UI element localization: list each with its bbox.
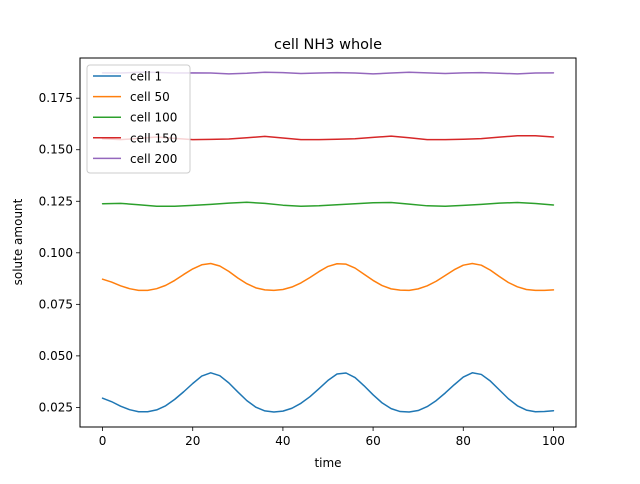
legend-label-3: cell 100 bbox=[130, 111, 177, 125]
x-tick-label: 40 bbox=[275, 434, 290, 448]
x-tick-label: 100 bbox=[542, 434, 565, 448]
y-tick-label: 0.150 bbox=[39, 143, 73, 157]
x-tick-label: 20 bbox=[185, 434, 200, 448]
legend-box bbox=[86, 64, 191, 174]
legend-label-5: cell 200 bbox=[130, 152, 177, 166]
x-axis-ticks: 0 20 40 60 80 100 bbox=[99, 427, 565, 448]
y-tick-label: 0.075 bbox=[39, 297, 73, 311]
y-tick-label: 0.025 bbox=[39, 400, 73, 414]
series-line-2 bbox=[101, 262, 555, 292]
legend-label-4: cell 150 bbox=[130, 131, 177, 145]
y-axis-label: solute amount bbox=[11, 198, 25, 285]
x-axis-label: time bbox=[314, 456, 341, 470]
chart-title: cell NH3 whole bbox=[274, 37, 382, 53]
x-tick-label: 80 bbox=[456, 434, 471, 448]
series-line-3 bbox=[101, 201, 555, 207]
legend-label-2: cell 50 bbox=[130, 90, 170, 104]
y-axis-ticks: 0.025 0.050 0.075 0.100 0.125 0.150 0.175 bbox=[39, 91, 80, 414]
x-tick-label: 60 bbox=[365, 434, 380, 448]
series-line-1 bbox=[101, 372, 555, 413]
plot-frame bbox=[79, 57, 577, 428]
legend: cell 1 cell 50 cell 100 cell 150 cell 200 bbox=[86, 64, 191, 174]
legend-label-1: cell 1 bbox=[130, 70, 162, 84]
y-tick-label: 0.100 bbox=[39, 246, 73, 260]
y-tick-label: 0.050 bbox=[39, 349, 73, 363]
x-tick-label: 0 bbox=[99, 434, 107, 448]
y-tick-label: 0.175 bbox=[39, 91, 73, 105]
y-tick-label: 0.125 bbox=[39, 194, 73, 208]
